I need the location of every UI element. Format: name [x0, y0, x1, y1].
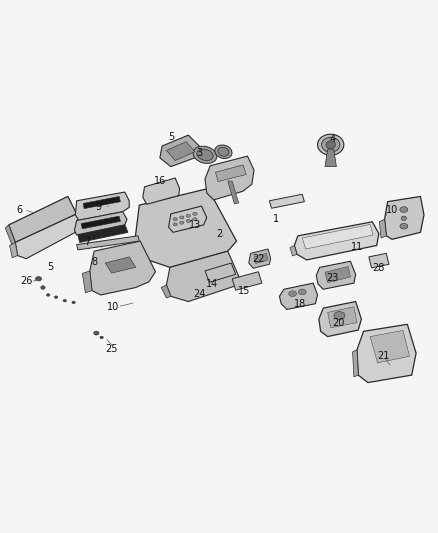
Polygon shape — [135, 189, 237, 268]
Ellipse shape — [54, 296, 58, 298]
Polygon shape — [302, 224, 373, 249]
Text: 3: 3 — [196, 148, 202, 158]
Text: 10: 10 — [107, 302, 119, 312]
Text: 4: 4 — [330, 134, 336, 144]
Text: 24: 24 — [193, 289, 205, 298]
Polygon shape — [232, 272, 262, 290]
Polygon shape — [166, 142, 195, 160]
Text: 20: 20 — [332, 318, 345, 328]
Polygon shape — [325, 149, 336, 167]
Text: 13: 13 — [189, 220, 201, 230]
Polygon shape — [385, 197, 424, 239]
Ellipse shape — [193, 217, 197, 221]
Polygon shape — [161, 285, 171, 298]
Polygon shape — [90, 241, 155, 295]
Polygon shape — [205, 156, 254, 200]
Polygon shape — [131, 240, 148, 263]
Polygon shape — [290, 246, 297, 256]
Ellipse shape — [215, 145, 232, 158]
Polygon shape — [15, 214, 81, 259]
Text: 15: 15 — [238, 286, 251, 296]
Polygon shape — [82, 271, 92, 293]
Ellipse shape — [100, 336, 103, 339]
Ellipse shape — [173, 223, 177, 226]
Text: 11: 11 — [351, 242, 363, 252]
Polygon shape — [9, 197, 77, 243]
Polygon shape — [215, 165, 246, 182]
Polygon shape — [370, 330, 410, 363]
Ellipse shape — [326, 141, 336, 149]
Ellipse shape — [180, 216, 184, 219]
Polygon shape — [160, 135, 201, 167]
Ellipse shape — [218, 147, 229, 156]
Ellipse shape — [193, 146, 217, 164]
Polygon shape — [166, 251, 239, 302]
Ellipse shape — [400, 207, 408, 213]
Polygon shape — [77, 236, 139, 250]
Polygon shape — [249, 249, 271, 268]
Text: 26: 26 — [20, 277, 32, 286]
Text: 5: 5 — [168, 132, 174, 142]
Text: 6: 6 — [17, 205, 23, 215]
Polygon shape — [169, 206, 207, 232]
Ellipse shape — [186, 220, 191, 222]
Polygon shape — [328, 307, 357, 328]
Ellipse shape — [41, 286, 45, 289]
Text: 14: 14 — [206, 279, 219, 289]
Polygon shape — [228, 181, 239, 204]
Ellipse shape — [35, 277, 42, 281]
Ellipse shape — [186, 214, 191, 217]
Ellipse shape — [94, 331, 99, 335]
Polygon shape — [369, 253, 389, 268]
Text: 1: 1 — [273, 214, 279, 224]
Ellipse shape — [298, 289, 306, 295]
Ellipse shape — [63, 300, 67, 302]
Ellipse shape — [289, 291, 297, 296]
Text: 18: 18 — [294, 298, 306, 309]
Polygon shape — [294, 222, 379, 260]
Polygon shape — [254, 253, 268, 263]
Ellipse shape — [46, 294, 50, 296]
Polygon shape — [83, 197, 120, 209]
Ellipse shape — [197, 149, 213, 160]
Text: 10: 10 — [386, 205, 398, 215]
Ellipse shape — [400, 223, 408, 229]
Ellipse shape — [318, 134, 344, 155]
Text: 5: 5 — [47, 262, 53, 271]
Ellipse shape — [401, 216, 406, 221]
Polygon shape — [81, 216, 120, 229]
Text: 21: 21 — [377, 351, 389, 361]
Polygon shape — [10, 243, 18, 258]
Text: 23: 23 — [327, 273, 339, 284]
Polygon shape — [319, 302, 361, 336]
Polygon shape — [75, 192, 129, 221]
Polygon shape — [379, 219, 386, 238]
Text: 25: 25 — [106, 344, 118, 354]
Polygon shape — [205, 263, 236, 282]
Polygon shape — [353, 350, 358, 377]
Polygon shape — [269, 194, 304, 208]
Text: 2: 2 — [216, 229, 222, 239]
Text: 9: 9 — [95, 203, 102, 212]
Text: 8: 8 — [91, 257, 97, 267]
Polygon shape — [78, 225, 128, 243]
Ellipse shape — [180, 221, 184, 224]
Polygon shape — [105, 257, 136, 273]
Text: 16: 16 — [154, 176, 166, 186]
Polygon shape — [143, 178, 180, 204]
Ellipse shape — [72, 301, 75, 304]
Text: 28: 28 — [373, 263, 385, 273]
Ellipse shape — [173, 217, 177, 221]
Text: 7: 7 — [85, 237, 91, 247]
Polygon shape — [279, 283, 318, 310]
Ellipse shape — [321, 138, 340, 152]
Polygon shape — [357, 324, 416, 383]
Ellipse shape — [193, 213, 197, 215]
Ellipse shape — [334, 312, 345, 319]
Polygon shape — [316, 261, 356, 289]
Polygon shape — [5, 225, 15, 246]
Polygon shape — [74, 212, 127, 235]
Text: 22: 22 — [252, 254, 265, 264]
Polygon shape — [325, 266, 350, 282]
